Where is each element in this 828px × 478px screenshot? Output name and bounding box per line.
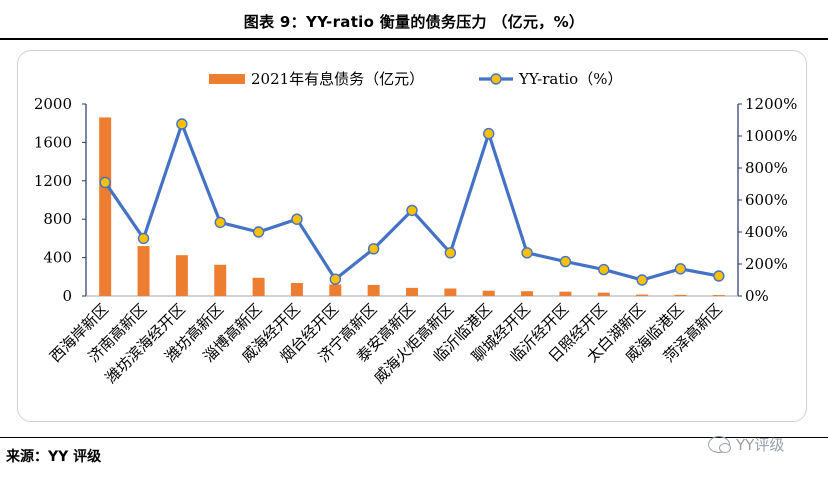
ratio-point xyxy=(559,255,572,268)
ratio-point xyxy=(674,263,687,275)
source-note: 来源：YY 评级 xyxy=(6,449,102,465)
right-tick-label: 400% xyxy=(745,223,788,241)
bar xyxy=(99,117,112,296)
bar xyxy=(329,284,342,296)
bar xyxy=(712,295,725,296)
ratio-point xyxy=(291,213,303,225)
ratio-point xyxy=(329,273,341,285)
bar xyxy=(214,264,227,296)
bar xyxy=(559,291,572,296)
left-tick-label: 0 xyxy=(62,287,72,305)
ratio-point xyxy=(713,270,725,282)
ratio-point xyxy=(636,274,648,286)
right-tick-label: 600% xyxy=(745,191,788,209)
ratio-point xyxy=(137,232,150,245)
bar xyxy=(636,294,649,296)
chart-title: 图表 9：YY-ratio 衡量的债务压力 （亿元，%） xyxy=(243,13,585,31)
bar xyxy=(597,292,610,296)
right-tick-label: 1200% xyxy=(745,95,797,113)
ratio-point xyxy=(521,247,533,259)
legend-bar-swatch xyxy=(209,74,245,84)
ratio-point xyxy=(598,263,610,276)
header-bar: 图表 9：YY-ratio 衡量的债务压力 （亿元，%） xyxy=(0,0,828,40)
ratio-point xyxy=(214,216,226,229)
ratio-point xyxy=(406,204,418,217)
right-tick-label: 0% xyxy=(745,287,769,305)
bar xyxy=(252,277,265,296)
ratio-line xyxy=(103,122,720,282)
bar xyxy=(482,290,495,296)
right-tick-label: 200% xyxy=(745,255,788,273)
bar xyxy=(290,283,303,296)
ratio-point xyxy=(483,127,495,140)
left-tick-label: 2000 xyxy=(34,95,72,113)
left-tick-label: 800 xyxy=(43,210,72,228)
legend-line-marker xyxy=(490,73,502,85)
brand-name: YY评级 xyxy=(736,436,785,454)
footer-divider xyxy=(0,437,828,438)
bar xyxy=(175,255,188,296)
bar xyxy=(137,246,150,296)
legend-bar-label: 2021年有息债务（亿元） xyxy=(251,70,424,88)
right-tick-label: 1000% xyxy=(745,127,797,145)
left-tick-label: 1200 xyxy=(34,172,72,190)
bar xyxy=(521,291,534,296)
left-tick-label: 400 xyxy=(43,249,72,267)
bar xyxy=(674,294,687,296)
left-tick-label: 1600 xyxy=(34,133,72,151)
right-tick-label: 800% xyxy=(745,159,788,177)
bar xyxy=(444,288,457,296)
chart-panel xyxy=(17,50,807,422)
legend-line-label: YY-ratio（%） xyxy=(518,70,622,88)
wechat-icon xyxy=(708,436,731,453)
bar xyxy=(367,284,380,296)
bar xyxy=(406,287,418,296)
ratio-point xyxy=(252,226,265,238)
ratio-point xyxy=(176,118,188,130)
ratio-point xyxy=(367,243,380,255)
ratio-point xyxy=(99,176,111,189)
ratio-point xyxy=(444,247,457,259)
brand-mark: YY评级 xyxy=(708,434,784,455)
